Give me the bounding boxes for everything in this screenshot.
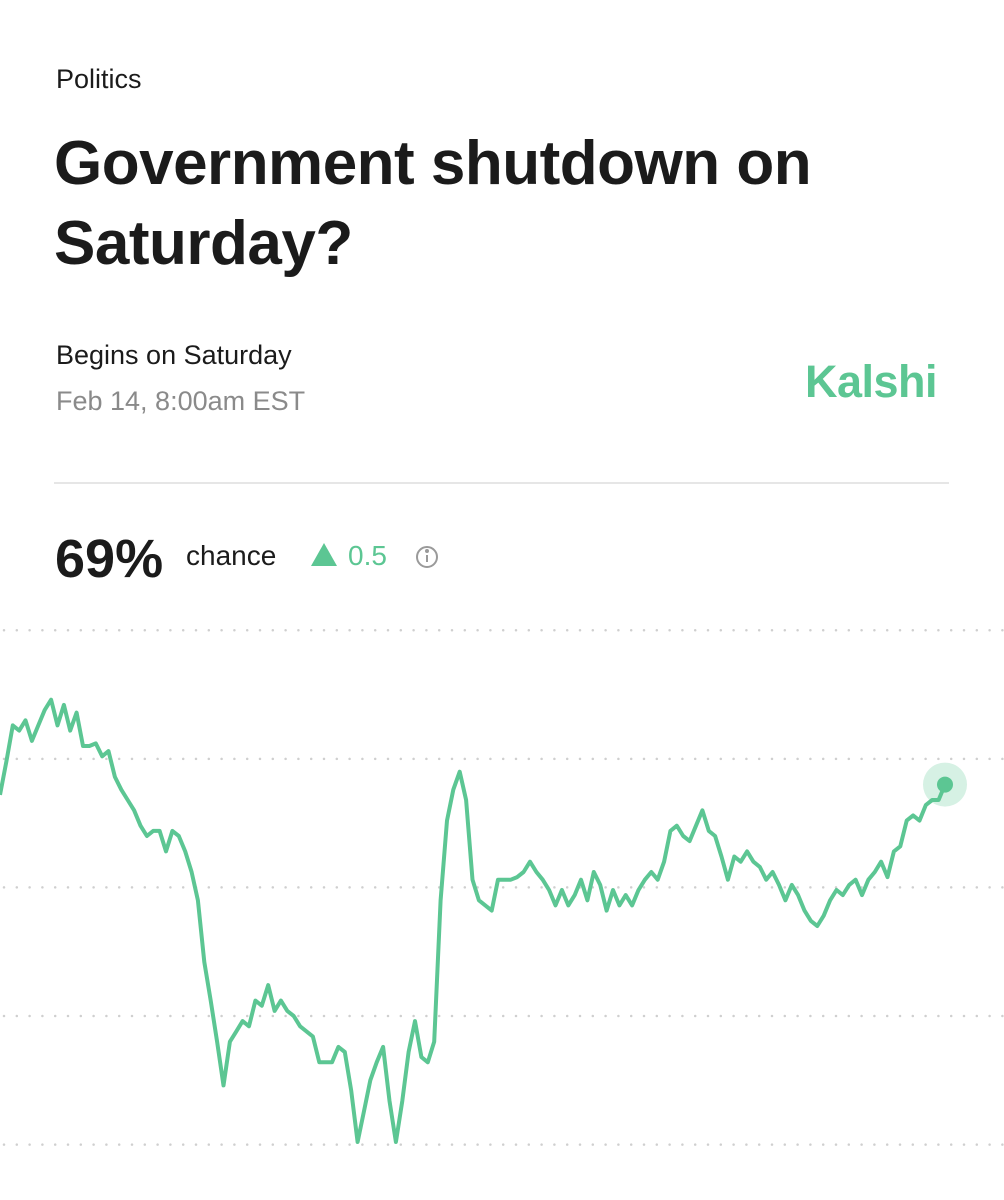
change-value: 0.5 — [348, 540, 387, 571]
end-halo — [923, 762, 967, 807]
chance-value: 69% — [55, 529, 164, 589]
divider — [54, 482, 949, 484]
category[interactable]: Politics — [56, 64, 142, 94]
up-arrow — [311, 543, 337, 566]
price-line — [0, 697, 947, 1144]
info-icon[interactable] — [416, 546, 438, 568]
begins-text: Begins on Saturday — [56, 340, 292, 370]
brand-logo[interactable]: Kalshi — [805, 356, 938, 407]
date-text: Feb 14, 8:00am EST — [56, 386, 306, 416]
market-title: Government shutdown on Saturday? — [54, 129, 812, 278]
chance-label: chance — [186, 540, 277, 571]
end-dot — [937, 776, 953, 793]
